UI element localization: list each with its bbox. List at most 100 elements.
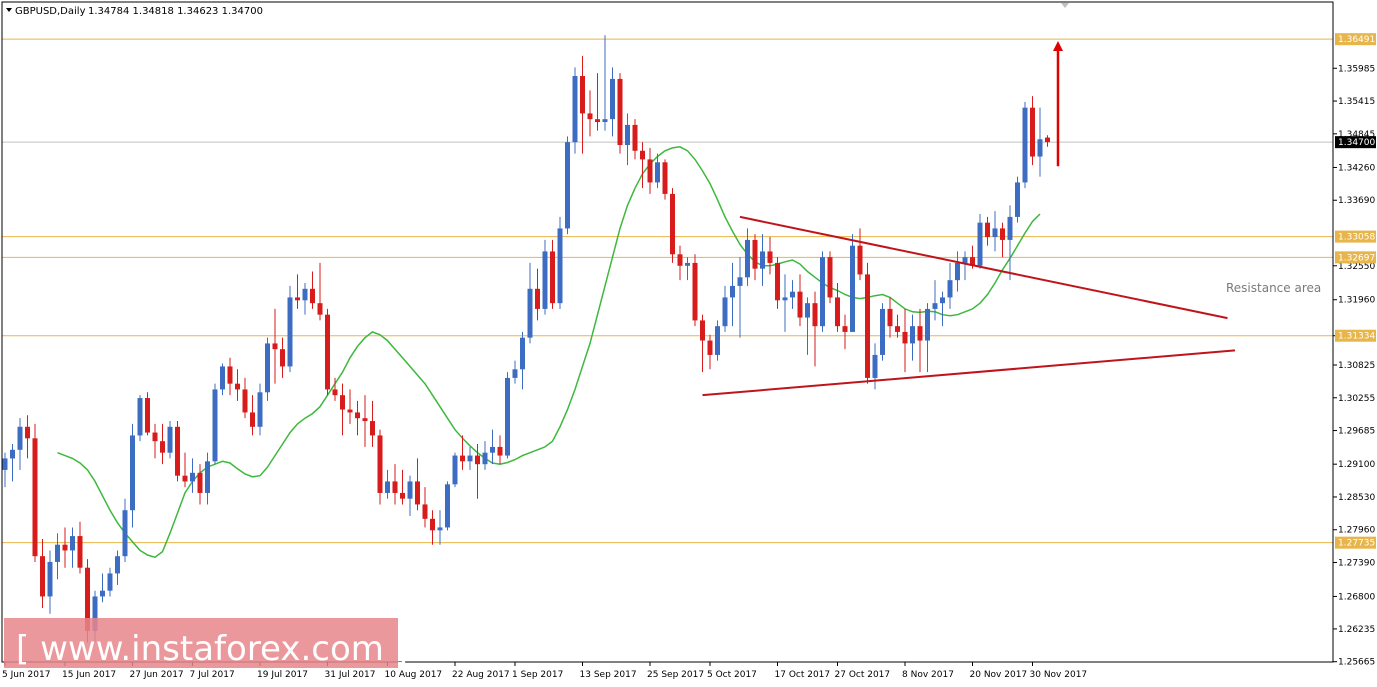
candle: [580, 55, 585, 154]
candle: [250, 395, 255, 436]
y-tick-label: 1.30255: [1338, 394, 1375, 404]
candle-body: [880, 308, 885, 355]
watermark: [ www.instaforex.com ]: [4, 618, 408, 669]
candle-body: [370, 421, 375, 436]
candle-body: [977, 222, 983, 266]
candle-body: [842, 326, 848, 332]
level-badge-3-bg: [1335, 329, 1376, 342]
candle: [670, 188, 675, 263]
candle-body: [647, 159, 653, 183]
candle: [910, 314, 915, 361]
candle-body: [310, 288, 315, 304]
candle: [17, 418, 23, 470]
candle: [212, 383, 218, 465]
candle-body: [77, 536, 83, 568]
level-badge-3-label: 1.31334: [1338, 332, 1375, 342]
candle: [452, 452, 458, 488]
candle-body: [610, 78, 615, 120]
candle-body: [542, 251, 548, 309]
candle-body: [17, 426, 23, 450]
candle: [955, 251, 960, 292]
candle: [280, 337, 285, 378]
candle: [490, 429, 495, 465]
candle: [535, 268, 540, 321]
candle: [917, 308, 923, 373]
candle-body: [295, 297, 300, 301]
candle-body: [2, 458, 8, 470]
candle-body: [302, 288, 308, 301]
candle: [730, 262, 735, 327]
candle-body: [100, 590, 105, 597]
candle: [715, 320, 720, 361]
level-badge-0-label: 1.36491: [1338, 35, 1375, 45]
candle-body: [557, 228, 563, 304]
candle-body: [550, 251, 555, 304]
candle-body: [482, 452, 488, 465]
candle: [47, 550, 53, 614]
candle: [842, 314, 848, 350]
candle-body: [805, 303, 810, 318]
candle-body: [130, 435, 135, 511]
candle-body: [790, 291, 795, 298]
candle: [32, 423, 38, 562]
candle-body: [865, 274, 870, 378]
candle: [700, 314, 705, 373]
candle-body: [1022, 107, 1028, 183]
candle-body: [595, 119, 600, 123]
candle: [362, 395, 368, 447]
candle: [137, 395, 143, 442]
candle-body: [850, 245, 855, 332]
candle-body: [992, 228, 998, 238]
candle-body: [332, 389, 338, 396]
dropdown-triangle-icon[interactable]: [6, 8, 12, 12]
scroll-marker-icon[interactable]: [1061, 3, 1069, 8]
candle: [872, 343, 878, 390]
y-tick-label: 1.30825: [1338, 361, 1375, 371]
candle: [617, 73, 623, 154]
y-tick-label: 1.28530: [1338, 493, 1375, 503]
candle: [1022, 101, 1028, 189]
level-badge-1-label: 1.33058: [1338, 233, 1375, 243]
candle-body: [632, 124, 638, 151]
candle: [377, 429, 383, 505]
level-badge-4-label: 1.27735: [1338, 539, 1375, 549]
x-tick-label: 27 Jun 2017: [130, 670, 184, 680]
candle-body: [287, 297, 293, 367]
level-badge-0-bg: [1335, 33, 1376, 46]
candle-body: [175, 426, 180, 476]
candle-body: [265, 343, 270, 393]
candle-body: [415, 481, 420, 505]
candle: [257, 383, 263, 436]
candle: [475, 444, 480, 499]
candle-body: [32, 438, 38, 557]
candle: [370, 400, 375, 447]
candle-body: [655, 162, 660, 183]
candle-body: [895, 326, 900, 332]
candle: [662, 159, 668, 200]
candle-body: [347, 409, 353, 413]
candle-body: [677, 254, 683, 266]
candle-body: [955, 262, 960, 281]
plot-frame: [1, 1, 1334, 663]
candle: [932, 280, 938, 321]
candle-body: [452, 455, 458, 485]
candles: [2, 35, 1050, 643]
candle-body: [55, 544, 60, 562]
candle: [985, 216, 990, 246]
candle: [595, 73, 600, 131]
candle: [947, 262, 953, 309]
y-tick-label: 1.31960: [1338, 296, 1375, 306]
candle: [565, 136, 570, 235]
candle-body: [617, 78, 623, 146]
candle: [25, 415, 30, 459]
candle: [467, 446, 473, 470]
candle-body: [947, 280, 953, 298]
level-badge-2: 1.32697: [1335, 251, 1376, 264]
candle: [752, 234, 758, 281]
candle: [10, 444, 15, 482]
x-tick-label: 22 Aug 2017: [452, 670, 510, 680]
candle: [527, 262, 533, 344]
candle-body: [752, 239, 758, 269]
candle-body: [760, 251, 765, 269]
y-tick-label: 1.29100: [1338, 460, 1375, 470]
